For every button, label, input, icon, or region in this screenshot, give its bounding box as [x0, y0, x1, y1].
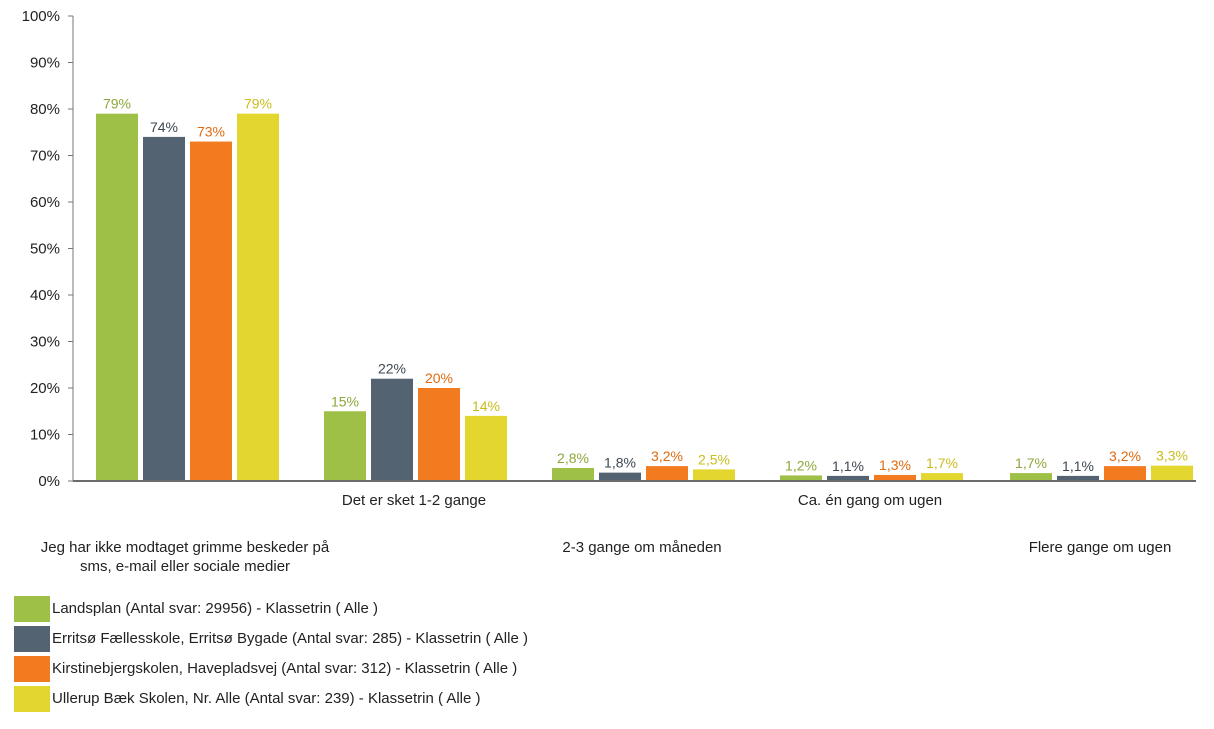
data-label: 79% — [244, 96, 272, 112]
data-label: 22% — [378, 361, 406, 377]
bar — [693, 469, 735, 481]
data-label: 1,2% — [785, 457, 817, 473]
legend: Landsplan (Antal svar: 29956) - Klassetr… — [14, 594, 528, 714]
y-tick-label: 0% — [38, 473, 60, 490]
y-tick-label: 40% — [30, 287, 60, 304]
category-label: 2-3 gange om måneden — [562, 539, 721, 556]
category-label: Ca. én gang om ugen — [798, 492, 942, 509]
data-label: 1,1% — [832, 458, 864, 474]
category-label: Flere gange om ugen — [1029, 539, 1172, 556]
bar-chart: 0% 10% 20% 30% 40% 50% 60% 70% 80% 90% 100% 79% 15% 2… — [22, 8, 1196, 575]
legend-label: Landsplan (Antal svar: 29956) - Klassetr… — [52, 600, 378, 617]
y-tick-label: 50% — [30, 241, 60, 258]
data-label: 20% — [425, 370, 453, 386]
legend-swatch — [14, 595, 50, 622]
bar — [646, 466, 688, 481]
data-label: 79% — [103, 96, 131, 112]
data-label: 3,2% — [1109, 448, 1141, 464]
data-label: 3,3% — [1156, 448, 1188, 464]
bar — [874, 474, 916, 481]
data-label: 1,7% — [926, 455, 958, 471]
category-label: sms, e-mail eller sociale medier — [80, 558, 290, 575]
category-label: Det er sket 1-2 gange — [342, 492, 486, 509]
legend-item: Landsplan (Antal svar: 29956) - Klassetr… — [14, 594, 528, 623]
data-label: 2,8% — [557, 450, 589, 466]
legend-label: Erritsø Fællesskole, Erritsø Bygade (Ant… — [52, 630, 528, 647]
data-label: 1,7% — [1015, 455, 1047, 471]
data-label: 3,2% — [651, 448, 683, 464]
y-tick-label: 70% — [30, 148, 60, 165]
y-tick-label: 10% — [30, 427, 60, 444]
legend-item: Erritsø Fællesskole, Erritsø Bygade (Ant… — [14, 624, 528, 653]
bar — [599, 472, 641, 481]
data-label: 73% — [197, 124, 225, 140]
legend-swatch — [14, 685, 50, 712]
legend-label: Kirstinebjergskolen, Havepladsvej (Antal… — [52, 660, 518, 677]
bar — [780, 475, 822, 481]
bar — [143, 136, 185, 481]
legend-swatch — [14, 625, 50, 652]
y-tick-label: 100% — [22, 8, 60, 25]
data-label: 2,5% — [698, 451, 730, 467]
bar — [552, 467, 594, 481]
bar — [237, 113, 279, 482]
bar — [465, 415, 507, 481]
bar — [827, 475, 869, 481]
legend-swatch — [14, 655, 50, 682]
y-tick-label: 90% — [30, 55, 60, 72]
legend-label: Ullerup Bæk Skolen, Nr. Alle (Antal svar… — [52, 690, 481, 707]
bar — [190, 141, 232, 482]
y-tick-label: 20% — [30, 380, 60, 397]
data-label: 15% — [331, 393, 359, 409]
bar — [1151, 465, 1193, 481]
bar — [418, 388, 460, 481]
bar — [371, 378, 413, 481]
bar — [96, 113, 138, 482]
data-label: 1,1% — [1062, 458, 1094, 474]
bar — [1010, 473, 1052, 481]
y-tick-label: 60% — [30, 194, 60, 211]
y-tick-label: 80% — [30, 101, 60, 118]
bar — [324, 411, 366, 481]
bar — [1104, 466, 1146, 481]
data-label: 1,8% — [604, 455, 636, 471]
category-label: Jeg har ikke modtaget grimme beskeder på — [41, 539, 330, 556]
legend-item: Kirstinebjergskolen, Havepladsvej (Antal… — [14, 654, 528, 683]
data-label: 1,3% — [879, 457, 911, 473]
bar — [1057, 475, 1099, 481]
y-tick-label: 30% — [30, 334, 60, 351]
legend-item: Ullerup Bæk Skolen, Nr. Alle (Antal svar… — [14, 684, 528, 713]
data-label: 14% — [472, 398, 500, 414]
data-label: 74% — [150, 119, 178, 135]
bar — [921, 473, 963, 481]
